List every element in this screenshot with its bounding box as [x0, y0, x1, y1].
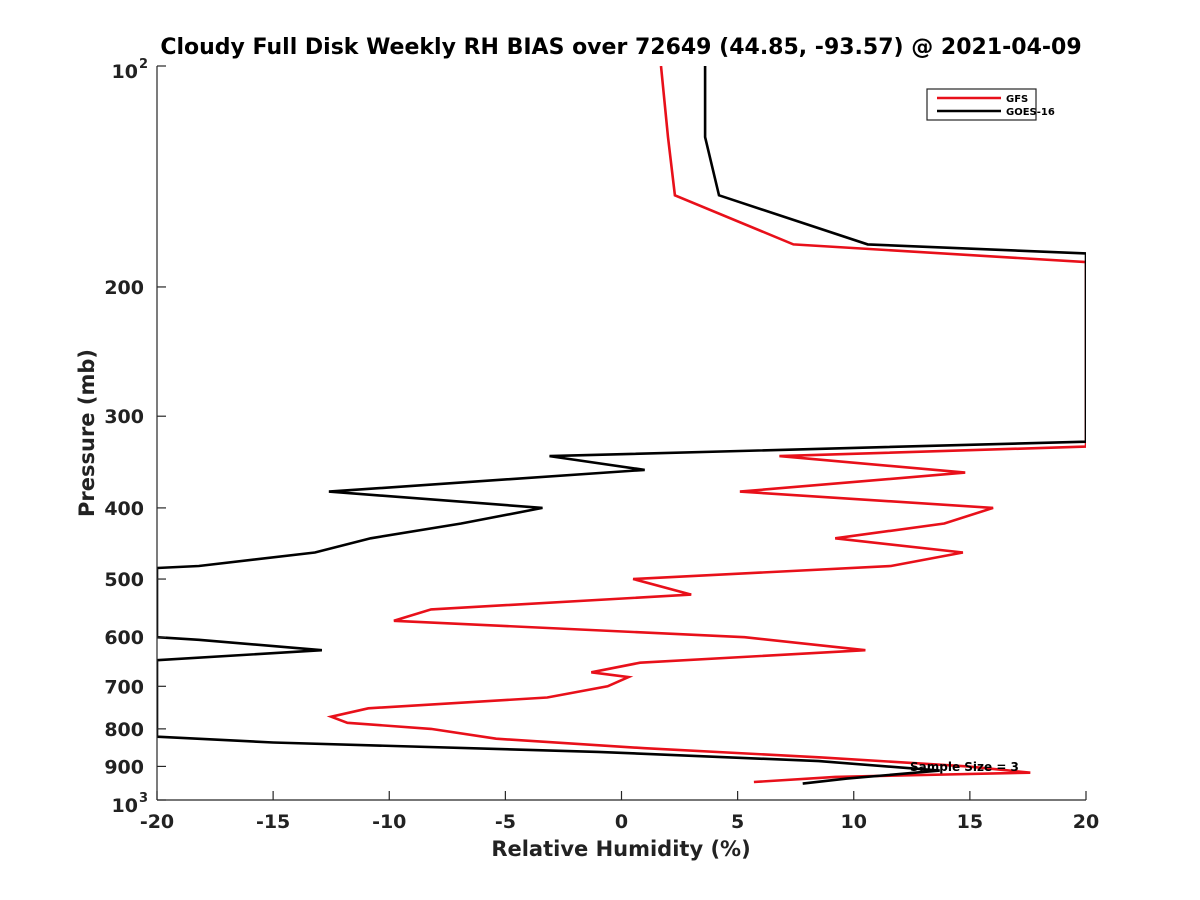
x-tick-label: 0: [615, 811, 628, 833]
y-tick-label: 800: [104, 719, 144, 741]
series-line-gfs: [326, 66, 1086, 784]
x-tick-label: 20: [1073, 811, 1099, 833]
sample-size-annotation: Sample Size = 3: [910, 760, 1019, 774]
x-tick-label: 15: [957, 811, 983, 833]
y-tick-label: 600: [104, 627, 144, 649]
series-line-goes-16: [157, 66, 1086, 785]
y-axis-label: Pressure (mb): [75, 349, 99, 517]
y-tick-label: 700: [104, 676, 144, 698]
y-tick-label: 400: [104, 498, 144, 520]
x-tick-label: -5: [495, 811, 516, 833]
legend-label-goes-16: GOES-16: [1006, 107, 1055, 118]
y-tick-label: 300: [104, 406, 144, 428]
y-tick-label: 200: [104, 277, 144, 299]
x-tick-label: -10: [372, 811, 406, 833]
chart-title: Cloudy Full Disk Weekly RH BIAS over 726…: [160, 35, 1081, 60]
x-tick-label: -20: [140, 811, 174, 833]
x-tick-label: 10: [841, 811, 867, 833]
y-tick-label: 500: [104, 569, 144, 591]
legend-label-gfs: GFS: [1006, 94, 1028, 105]
y-tick-label: 10: [112, 61, 138, 83]
y-tick-label: 10: [112, 795, 138, 817]
y-tick-label-exponent: 3: [139, 791, 148, 806]
y-tick-label-exponent: 2: [139, 57, 148, 72]
x-axis-label: Relative Humidity (%): [491, 837, 750, 861]
x-tick-label: 5: [731, 811, 744, 833]
legend-box: [926, 88, 1037, 121]
x-tick-label: -15: [256, 811, 290, 833]
y-tick-label: 900: [104, 756, 144, 778]
